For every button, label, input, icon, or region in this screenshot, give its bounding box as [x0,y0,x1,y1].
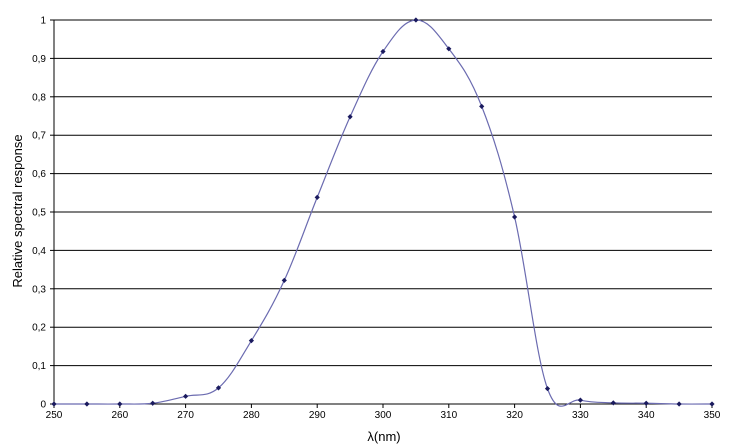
data-point [51,401,57,407]
y-tick-label: 0,6 [32,169,46,180]
y-tick-label: 0,3 [32,284,46,295]
data-point [117,401,123,407]
data-point [84,401,90,407]
series-markers [51,17,715,407]
y-tick-label: 0,8 [32,92,46,103]
x-tick-label: 270 [177,410,194,421]
data-point [314,194,320,201]
data-point [215,385,222,391]
data-point [281,277,287,283]
y-tick-label: 0,9 [32,54,46,65]
data-point [676,401,682,407]
series-line [53,19,713,407]
y-tick-label: 0,7 [32,131,46,142]
x-axis-title: λ(nm) [367,429,400,444]
y-tick-label: 1 [40,16,46,27]
data-point [643,400,649,406]
x-tick-label: 350 [704,410,721,421]
data-point [347,114,353,120]
data-point [610,400,616,406]
data-point [413,17,419,23]
axes [50,19,713,408]
data-point [183,393,189,399]
y-axis-title: Relative spectral response [10,134,25,287]
x-tick-label: 320 [506,410,523,421]
y-tick-labels: 0 0,1 0,2 0,3 0,4 0,5 0,6 0,7 0,8 0,9 1 [32,16,46,411]
x-tick-label: 280 [243,410,260,421]
data-point [150,400,156,406]
y-tick-label: 0,4 [32,246,46,257]
y-tick-label: 0,5 [32,208,46,219]
data-point [544,386,551,392]
x-tick-label: 290 [309,410,326,421]
data-point [446,46,452,52]
x-tick-label: 330 [572,410,589,421]
gridlines [54,19,712,367]
x-tick-labels: 250 260 270 280 290 300 310 320 330 340 350 [46,410,721,421]
data-point [512,214,518,220]
y-tick-label: 0,2 [32,323,46,334]
y-tick-label: 0,1 [32,361,46,372]
y-tick-label: 0 [40,400,46,411]
data-point [380,48,386,55]
data-point [248,338,254,344]
x-tick-label: 260 [111,410,128,421]
data-point [709,401,715,407]
data-point [577,397,583,403]
data-point [479,103,485,109]
x-tick-label: 250 [46,410,63,421]
x-tick-label: 310 [440,410,457,421]
x-tick-label: 300 [375,410,392,421]
response-curve [53,19,713,407]
x-tick-label: 340 [638,410,655,421]
